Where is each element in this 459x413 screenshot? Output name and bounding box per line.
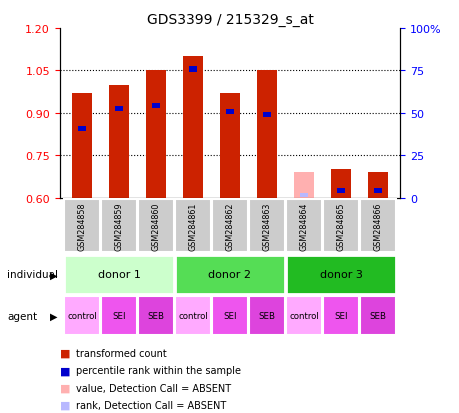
Bar xyxy=(293,173,313,198)
Text: donor 2: donor 2 xyxy=(208,270,251,280)
Text: transformed count: transformed count xyxy=(76,348,166,358)
Bar xyxy=(359,199,395,253)
Text: SEB: SEB xyxy=(258,311,275,320)
Text: SEB: SEB xyxy=(369,311,386,320)
Text: percentile rank within the sample: percentile rank within the sample xyxy=(76,366,241,375)
Text: donor 3: donor 3 xyxy=(319,270,362,280)
Bar xyxy=(101,297,136,335)
Text: SEI: SEI xyxy=(112,311,125,320)
Bar xyxy=(263,112,270,118)
Bar xyxy=(138,199,174,253)
Bar xyxy=(249,199,284,253)
Text: GSM284865: GSM284865 xyxy=(336,202,345,250)
Text: GSM284860: GSM284860 xyxy=(151,202,160,250)
Bar xyxy=(212,199,247,253)
Bar xyxy=(285,297,321,335)
Text: ■: ■ xyxy=(60,366,70,375)
Text: ■: ■ xyxy=(60,400,70,410)
Text: SEI: SEI xyxy=(223,311,236,320)
Text: ■: ■ xyxy=(60,348,70,358)
Bar xyxy=(219,94,240,198)
Bar xyxy=(78,126,86,132)
Text: GSM284858: GSM284858 xyxy=(77,202,86,250)
Bar xyxy=(299,194,308,197)
Bar xyxy=(138,297,174,335)
Bar xyxy=(189,67,196,72)
Text: GSM284866: GSM284866 xyxy=(373,202,382,250)
Bar xyxy=(323,199,358,253)
Bar xyxy=(72,94,92,198)
Text: ▶: ▶ xyxy=(50,311,57,321)
Text: GSM284863: GSM284863 xyxy=(262,202,271,250)
Bar xyxy=(285,255,395,294)
Bar xyxy=(226,109,233,115)
Bar xyxy=(323,297,358,335)
Text: SEB: SEB xyxy=(147,311,164,320)
Text: control: control xyxy=(67,311,97,320)
Bar xyxy=(330,170,350,198)
Bar xyxy=(256,71,277,198)
Text: GSM284862: GSM284862 xyxy=(225,202,234,250)
Text: SEI: SEI xyxy=(334,311,347,320)
Text: donor 1: donor 1 xyxy=(97,270,140,280)
Bar xyxy=(175,199,210,253)
Text: rank, Detection Call = ABSENT: rank, Detection Call = ABSENT xyxy=(76,400,226,410)
Bar xyxy=(115,107,123,112)
Bar xyxy=(64,297,100,335)
Text: GSM284864: GSM284864 xyxy=(299,202,308,250)
Bar xyxy=(146,71,166,198)
Bar xyxy=(64,255,174,294)
Text: GSM284859: GSM284859 xyxy=(114,202,123,250)
Bar xyxy=(152,104,160,109)
Bar xyxy=(359,297,395,335)
Text: value, Detection Call = ABSENT: value, Detection Call = ABSENT xyxy=(76,383,230,393)
Bar xyxy=(285,199,321,253)
Bar xyxy=(175,255,284,294)
Bar xyxy=(109,85,129,198)
Bar xyxy=(182,57,203,198)
Text: agent: agent xyxy=(7,311,37,321)
Title: GDS3399 / 215329_s_at: GDS3399 / 215329_s_at xyxy=(146,12,313,26)
Text: ■: ■ xyxy=(60,383,70,393)
Bar xyxy=(336,189,344,194)
Bar xyxy=(212,297,247,335)
Text: individual: individual xyxy=(7,270,58,280)
Text: control: control xyxy=(178,311,207,320)
Bar xyxy=(101,199,136,253)
Bar xyxy=(367,173,387,198)
Bar xyxy=(64,199,100,253)
Bar xyxy=(175,297,210,335)
Text: ▶: ▶ xyxy=(50,270,57,280)
Bar xyxy=(373,189,381,194)
Text: control: control xyxy=(289,311,318,320)
Text: GSM284861: GSM284861 xyxy=(188,202,197,250)
Bar xyxy=(249,297,284,335)
